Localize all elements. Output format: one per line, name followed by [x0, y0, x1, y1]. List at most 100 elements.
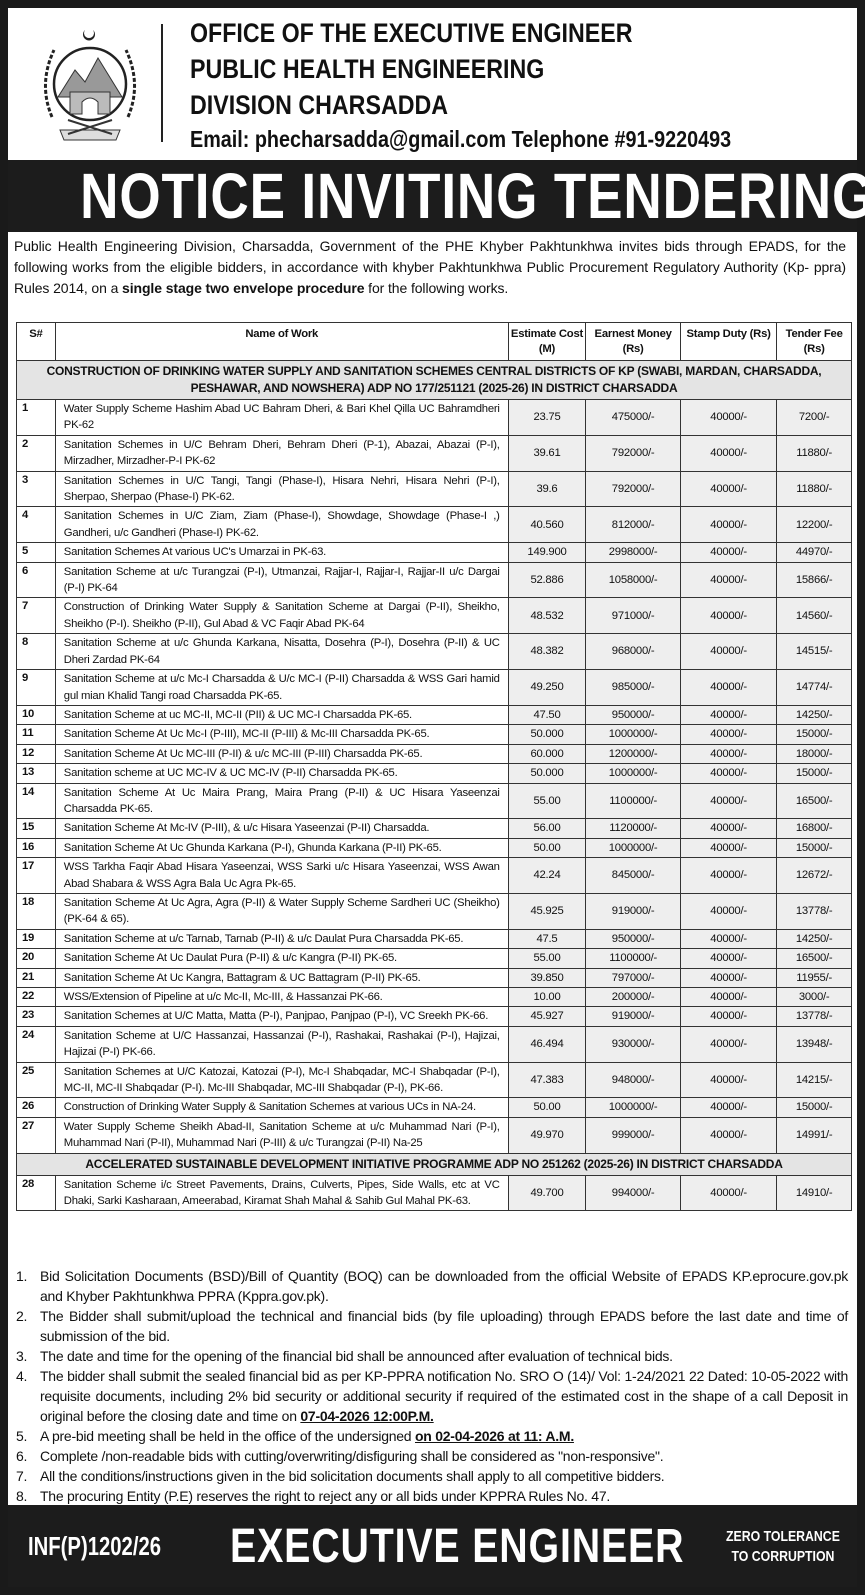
row-sn: 20: [16, 948, 56, 969]
list-item: 5. A pre-bid meeting shall be held in the…: [16, 1426, 848, 1446]
item-text: The date and time for the opening of the…: [40, 1346, 848, 1366]
row-estimate-cost: 47.5: [507, 928, 587, 950]
row-stamp-duty: 40000/-: [679, 948, 778, 969]
row-stamp-duty: 40000/-: [679, 724, 778, 745]
row-stamp-duty: 40000/-: [679, 597, 778, 635]
table-row: 1 Water Supply Scheme Hashim Abad UC Bahr…: [16, 399, 852, 436]
row-sn: 23: [16, 1006, 56, 1027]
row-sn: 28: [16, 1174, 56, 1212]
row-estimate-cost: 50.000: [507, 763, 587, 784]
item-deadline: on 02-04-2026 at 11: A.M.: [414, 1428, 574, 1444]
contact-line: Email: phecharsadda@gmail.com Telephone …: [190, 126, 732, 152]
row-earnest-money: 812000/-: [585, 506, 681, 544]
row-sn: 22: [16, 986, 56, 1008]
intro-paragraph: Public Health Engineering Division, Char…: [14, 236, 846, 299]
row-sn: 12: [16, 743, 56, 765]
row-name-of-work: Water Supply Scheme Hashim Abad UC Bahra…: [54, 399, 509, 436]
list-item: 4. The bidder shall submit the sealed fin…: [16, 1366, 848, 1426]
row-estimate-cost: 10.00: [507, 986, 587, 1008]
item-text: The Bidder shall submit/upload the techn…: [40, 1306, 848, 1346]
row-tender-fee: 18000/-: [776, 743, 852, 765]
row-estimate-cost: 49.970: [507, 1116, 587, 1154]
row-name-of-work: Sanitation Schemes At various UC's Umarz…: [54, 542, 509, 563]
row-name-of-work: WSS Tarkha Faqir Abad Hisara Yaseenzai, …: [54, 857, 509, 894]
col-tender-fee: Tender Fee (Rs): [776, 322, 852, 361]
row-earnest-money: 985000/-: [585, 669, 681, 706]
list-item: 3. The date and time for the opening of t…: [16, 1346, 848, 1366]
row-stamp-duty: 40000/-: [679, 967, 778, 989]
row-tender-fee: 12672/-: [776, 857, 852, 894]
row-name-of-work: Construction of Drinking Water Supply & …: [54, 1097, 509, 1118]
table-row: 15 Sanitation Scheme At Mc-IV (P-III), & …: [16, 818, 852, 839]
table-row: 26 Construction of Drinking Water Supply …: [16, 1097, 852, 1118]
table-row: 28 Sanitation Scheme i/c Street Pavements…: [16, 1174, 852, 1212]
row-tender-fee: 14910/-: [776, 1174, 852, 1212]
row-name-of-work: Water Supply Scheme Sheikh Abad-II, Sani…: [54, 1116, 509, 1154]
row-estimate-cost: 50.000: [507, 724, 587, 745]
row-stamp-duty: 40000/-: [679, 818, 778, 839]
row-stamp-duty: 40000/-: [679, 928, 778, 950]
table-row: 7 Construction of Drinking Water Supply &…: [16, 597, 852, 635]
row-name-of-work: Sanitation Schemes in U/C Tangi, Tangi (…: [54, 470, 509, 508]
row-stamp-duty: 40000/-: [679, 506, 778, 544]
row-stamp-duty: 40000/-: [679, 892, 778, 930]
list-item: 1. Bid Solicitation Documents (BSD)/Bill …: [16, 1266, 848, 1306]
row-sn: 10: [16, 704, 56, 726]
row-earnest-money: 1100000/-: [585, 948, 681, 969]
row-estimate-cost: 39.850: [507, 967, 587, 989]
col-estimate-cost: Estimate Cost (M): [507, 322, 587, 361]
item-number: 4.: [16, 1368, 28, 1384]
page-title: NOTICE INVITING TENDERING: [80, 160, 865, 232]
item-number: 1.: [16, 1268, 28, 1284]
row-estimate-cost: 47.50: [507, 704, 587, 726]
row-earnest-money: 1000000/-: [585, 724, 681, 745]
item-number: 6.: [16, 1448, 28, 1464]
slogan-line-2: TO CORRUPTION: [731, 1548, 835, 1565]
row-estimate-cost: 45.927: [507, 1006, 587, 1027]
section-header: CONSTRUCTION OF DRINKING WATER SUPPLY AN…: [16, 360, 852, 400]
row-earnest-money: 792000/-: [585, 470, 681, 508]
row-earnest-money: 475000/-: [585, 399, 681, 436]
table-row: 24 Sanitation Scheme at U/C Hassanzai, Ha…: [16, 1025, 852, 1063]
row-sn: 14: [16, 782, 56, 820]
item-deadline: 07-04-2026 12:00P.M.: [300, 1408, 434, 1424]
row-estimate-cost: 60.000: [507, 743, 587, 765]
row-sn: 13: [16, 763, 56, 784]
col-stamp-duty: Stamp Duty (Rs): [679, 322, 778, 361]
item-body: The bidder shall submit the sealed finan…: [40, 1368, 848, 1424]
intro-procedure: single stage two envelope procedure: [122, 280, 365, 296]
row-stamp-duty: 40000/-: [679, 743, 778, 765]
table-row: 8 Sanitation Scheme at u/c Ghunda Karkana…: [16, 633, 852, 671]
row-stamp-duty: 40000/-: [679, 669, 778, 706]
row-stamp-duty: 40000/-: [679, 857, 778, 894]
row-sn: 21: [16, 967, 56, 989]
row-tender-fee: 15000/-: [776, 1097, 852, 1118]
letterhead: OFFICE OF THE EXECUTIVE ENGINEER PUBLIC …: [8, 8, 857, 160]
row-earnest-money: 792000/-: [585, 434, 681, 472]
row-earnest-money: 919000/-: [585, 892, 681, 930]
row-estimate-cost: 55.00: [507, 948, 587, 969]
row-earnest-money: 1000000/-: [585, 1097, 681, 1118]
row-estimate-cost: 48.532: [507, 597, 587, 635]
advert-reference: INF(P)1202/26: [28, 1531, 162, 1561]
row-earnest-money: 797000/-: [585, 967, 681, 989]
row-sn: 17: [16, 857, 56, 894]
row-sn: 25: [16, 1061, 56, 1099]
row-estimate-cost: 49.700: [507, 1174, 587, 1212]
row-name-of-work: Sanitation Scheme at U/C Hassanzai, Hass…: [54, 1025, 509, 1063]
list-item: 2. The Bidder shall submit/upload the tec…: [16, 1306, 848, 1346]
item-number: 3.: [16, 1348, 28, 1364]
row-sn: 15: [16, 818, 56, 839]
row-estimate-cost: 47.383: [507, 1061, 587, 1099]
slogan-line-1: ZERO TOLERANCE: [726, 1528, 840, 1545]
row-tender-fee: 13948/-: [776, 1025, 852, 1063]
row-estimate-cost: 49.250: [507, 669, 587, 706]
row-name-of-work: Sanitation Scheme at u/c Tarnab, Tarnab …: [54, 928, 509, 950]
col-sn: S#: [16, 322, 56, 361]
row-earnest-money: 968000/-: [585, 633, 681, 671]
row-name-of-work: Sanitation Scheme At Mc-IV (P-III), & u/…: [54, 818, 509, 839]
row-earnest-money: 994000/-: [585, 1174, 681, 1212]
row-name-of-work: Sanitation Scheme At Uc Agra, Agra (P-II…: [54, 892, 509, 930]
row-earnest-money: 950000/-: [585, 704, 681, 726]
slogan: ZERO TOLERANCE TO CORRUPTION: [726, 1527, 840, 1567]
